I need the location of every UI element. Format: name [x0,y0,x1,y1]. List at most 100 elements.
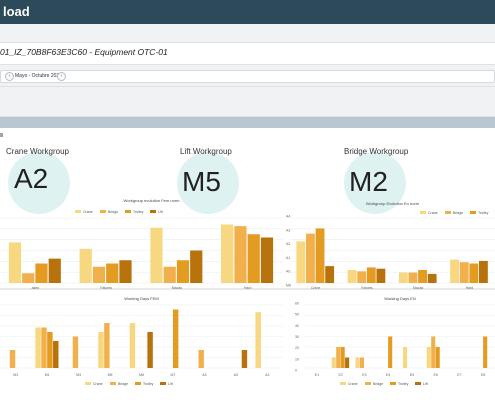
legend-swatch [420,211,426,214]
legend-swatch [445,211,451,214]
title-bar [0,43,495,65]
bar [8,242,22,283]
bar [119,260,132,283]
y-tick-label: 10 [295,357,299,361]
category-label: Crane [311,286,321,290]
spacer-strip [0,87,495,117]
bar [48,258,61,283]
category-label: M6 [139,373,144,377]
bar [241,350,248,368]
bar [260,237,274,283]
bar [198,350,204,368]
bar [9,350,16,368]
category-label: Macas [413,286,424,290]
bar [426,347,431,368]
legend-swatch [340,382,346,385]
legend-swatch [415,382,421,385]
category-label: E6 [433,373,437,377]
y-tick-label: A0 [286,270,290,274]
bar [450,259,459,283]
category-label: M4 [76,373,81,377]
bar [172,309,179,368]
bar [41,327,47,368]
bar [336,347,341,368]
chevron-right-icon[interactable]: › [57,72,66,81]
bar [72,336,79,368]
bar [22,273,35,283]
category-label: Fatores [100,286,112,290]
category-label: A3 [234,373,238,377]
legend-label: Crane [428,211,438,215]
legend-swatch [75,210,81,213]
legend-label: Lift [423,382,428,386]
legend-swatch [100,210,106,213]
y-tick-label: 50 [295,313,299,317]
bar [398,272,408,283]
bar [129,323,136,368]
legend-swatch [150,210,156,213]
bar [408,272,418,283]
bar [469,263,479,283]
bar [315,228,325,283]
y-tick-label: 0 [295,369,297,373]
workgroup-title-lift: Lift Workgroup [180,147,232,156]
legend-label: Crane [348,382,358,386]
chart-title: Workgroup Evolution En norm [366,201,420,206]
bar [306,233,315,283]
bar [431,336,436,368]
legend-label: Bridge [453,211,463,215]
bar [247,234,260,283]
bar [296,241,306,283]
bar [331,357,336,368]
bar [388,336,393,368]
bar [359,357,365,368]
date-filter[interactable]: ‹ Mayo - Octubre 2024 › [0,70,495,83]
legend-swatch [470,211,476,214]
bar [459,262,469,283]
category-label: M1 [45,373,50,377]
chevron-left-icon[interactable]: ‹ [5,72,14,81]
category-label: Hard [466,286,474,290]
bar [221,224,234,283]
workgroup-title-crane: Crane Workgroup [6,147,69,156]
category-label: M5 [108,373,113,377]
y-tick-label: A4 [286,215,290,219]
bar [79,248,92,283]
legend-label: Lift [168,382,173,386]
legend-label: Crane [93,382,103,386]
category-label: E2 [338,373,342,377]
category-label: Macas [172,286,183,290]
category-label: E4 [386,373,390,377]
category-label: M3 [13,373,18,377]
bar [104,323,110,368]
legend-swatch [85,382,91,385]
workgroup-circle-lift [177,152,239,214]
bar [357,271,367,283]
bar [47,332,53,368]
y-tick-label: 20 [295,346,299,350]
date-range-label: Mayo - Octubre 2024 [15,73,62,79]
app-header: load [0,0,495,24]
category-label: Fatores [361,286,373,290]
y-tick-label: A1 [286,256,290,260]
category-label: Hard [244,286,252,290]
bar [435,347,440,368]
y-tick-label: M8 [286,284,291,288]
bar [340,347,345,368]
legend-swatch [365,382,371,385]
page-title: 01_IZ_70B8F63E3C60 - Equipment OTC-01 [0,47,168,57]
legend-swatch [135,382,141,385]
collapse-handle[interactable] [0,133,3,137]
chart-title: Workgroup evolution Fem norm [124,198,181,203]
toolbar-strip [0,24,495,43]
legend-label: Bridge [108,210,118,214]
bar [427,273,437,283]
bar [355,357,360,368]
bar [234,226,247,283]
bar [325,266,335,283]
category-label: E8 [481,373,485,377]
bar [483,336,488,368]
legend-swatch [390,382,396,385]
bar [35,327,41,368]
